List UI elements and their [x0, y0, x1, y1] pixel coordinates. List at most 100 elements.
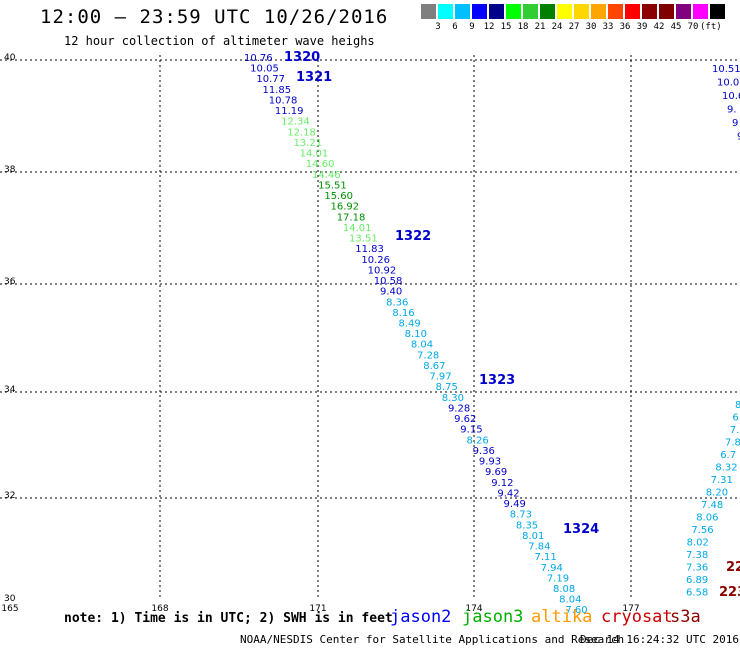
wave-height-value: 8 [735, 400, 740, 411]
longitude-label: 177 [622, 604, 639, 614]
footer-credit: NOAA/NESDIS Center for Satellite Applica… [240, 633, 625, 646]
color-scale-label: 27 [568, 22, 580, 32]
legend-cryosat: cryosat [601, 607, 673, 627]
wave-height-value: 14.46 [312, 170, 341, 181]
wave-height-value: 14.60 [306, 159, 335, 170]
wave-height-value: 9.28 [448, 403, 470, 414]
wave-height-value: 8.16 [392, 308, 414, 319]
axis-labels: 165 168 171 174 177 40 38 36 34 32 30 [1, 53, 639, 614]
wave-height-value: 13.51 [349, 234, 378, 245]
page-subtitle: 12 hour collection of altimeter wave hei… [64, 34, 375, 48]
longitude-label: 165 [1, 604, 18, 614]
latitude-label: 40 [4, 53, 16, 63]
wave-height-value: 8.36 [386, 297, 408, 308]
color-scale-label: 30 [585, 22, 597, 32]
wave-height-value: 7.11 [534, 552, 556, 563]
wave-height-value: 9. [737, 132, 740, 143]
wave-height-value: 8.35 [516, 520, 538, 531]
wave-height-value: 9.42 [497, 488, 519, 499]
latitude-label: 34 [4, 385, 16, 395]
color-scale-label: 42 [653, 22, 665, 32]
wave-height-value: 9.93 [479, 457, 501, 468]
wave-height-value: 8.26 [466, 435, 488, 446]
color-swatch [625, 4, 640, 19]
longitude-label: 171 [309, 604, 326, 614]
track-number-label: 1324 [563, 522, 599, 537]
wave-height-value: 8.01 [522, 531, 544, 542]
wave-height-value: 223 [719, 585, 740, 600]
wave-height-value: 9 [732, 118, 738, 129]
wave-height-value: 12.34 [281, 117, 310, 128]
legend-altika: altika [531, 607, 593, 627]
wave-height-value: 10.6 [722, 91, 740, 102]
wave-height-value: 10.51 [712, 64, 740, 75]
wave-height-value: 7.31 [711, 475, 733, 486]
track-number-label: 1322 [395, 229, 431, 244]
color-swatch [557, 4, 572, 19]
color-scale-label: 18 [517, 22, 529, 32]
latitude-label: 36 [4, 277, 16, 287]
wave-height-value: 14.01 [300, 149, 329, 160]
longitude-label: 168 [151, 604, 168, 614]
color-swatch [693, 4, 708, 19]
wave-height-value: 6.89 [686, 575, 708, 586]
wave-height-value: 7.48 [701, 500, 723, 511]
wave-height-value: 10.78 [269, 95, 298, 106]
wave-height-value: 7.19 [547, 573, 569, 584]
wave-height-value: 7.94 [541, 563, 563, 574]
legend-jason3: jason3 [462, 607, 524, 627]
wave-height-value: 15.51 [318, 180, 347, 191]
color-scale-label: 70 [687, 22, 699, 32]
color-swatch [472, 4, 487, 19]
color-scale-label: 3 [435, 22, 441, 32]
color-swatch [455, 4, 470, 19]
color-scale-label: 33 [602, 22, 614, 32]
latitude-label: 32 [4, 491, 15, 501]
color-swatch [608, 4, 623, 19]
wave-height-value: 8.30 [442, 393, 464, 404]
wave-height-value: 9. [727, 105, 737, 116]
wave-height-value: 10.76 [244, 53, 273, 64]
color-scale-label: 12 [483, 22, 495, 32]
wave-height-value: 7.28 [417, 350, 439, 361]
wave-height-value: 17.18 [337, 212, 366, 223]
wave-height-value: 9.15 [460, 425, 482, 436]
wave-height-value: 7.36 [686, 563, 708, 574]
legend-jason2: jason2 [390, 607, 452, 627]
color-swatch [540, 4, 555, 19]
wave-height-value: 7.38 [686, 550, 708, 561]
latitude-label: 38 [4, 165, 16, 175]
wave-height-value: 8.02 [687, 538, 709, 549]
wave-height-value: 10.0 [717, 78, 739, 89]
track-number-label: 1323 [479, 373, 515, 388]
color-swatch [421, 4, 436, 19]
color-swatch [574, 4, 589, 19]
wave-height-value: 9.40 [380, 287, 402, 298]
color-scale-label: 21 [534, 22, 546, 32]
color-scale-label: (ft) [700, 22, 722, 32]
wave-height-value: 7.84 [528, 542, 550, 553]
wave-height-value: 9.36 [473, 446, 495, 457]
wave-height-value: 8.06 [696, 513, 718, 524]
color-swatch [489, 4, 504, 19]
wave-height-value: 8.04 [411, 340, 433, 351]
wave-height-value: 22 [726, 560, 740, 575]
wave-height-value: 10.92 [368, 265, 397, 276]
wave-height-value: 6.7 [720, 450, 736, 461]
longitude-label: 174 [465, 604, 482, 614]
track-number-label: 1321 [296, 70, 332, 85]
latitude-label: 30 [4, 594, 16, 604]
wave-height-value: 7.8 [725, 438, 740, 449]
page-title: 12:00 – 23:59 UTC 10/26/2016 [40, 6, 389, 28]
wave-height-value: 9.62 [454, 414, 476, 425]
track-number-label: 1320 [284, 50, 320, 65]
wave-height-value: 7.60 [565, 605, 587, 616]
wave-height-value: 8.49 [399, 319, 421, 330]
wave-height-value: 13.21 [293, 138, 322, 149]
wave-height-value: 8.04 [559, 595, 581, 606]
wave-height-value: 8.32 [715, 463, 737, 474]
wave-height-value: 11.83 [355, 244, 384, 255]
wave-height-value: 16.92 [331, 202, 360, 213]
wave-height-value: 10.05 [250, 64, 279, 75]
wave-height-value: 10.26 [361, 255, 390, 266]
